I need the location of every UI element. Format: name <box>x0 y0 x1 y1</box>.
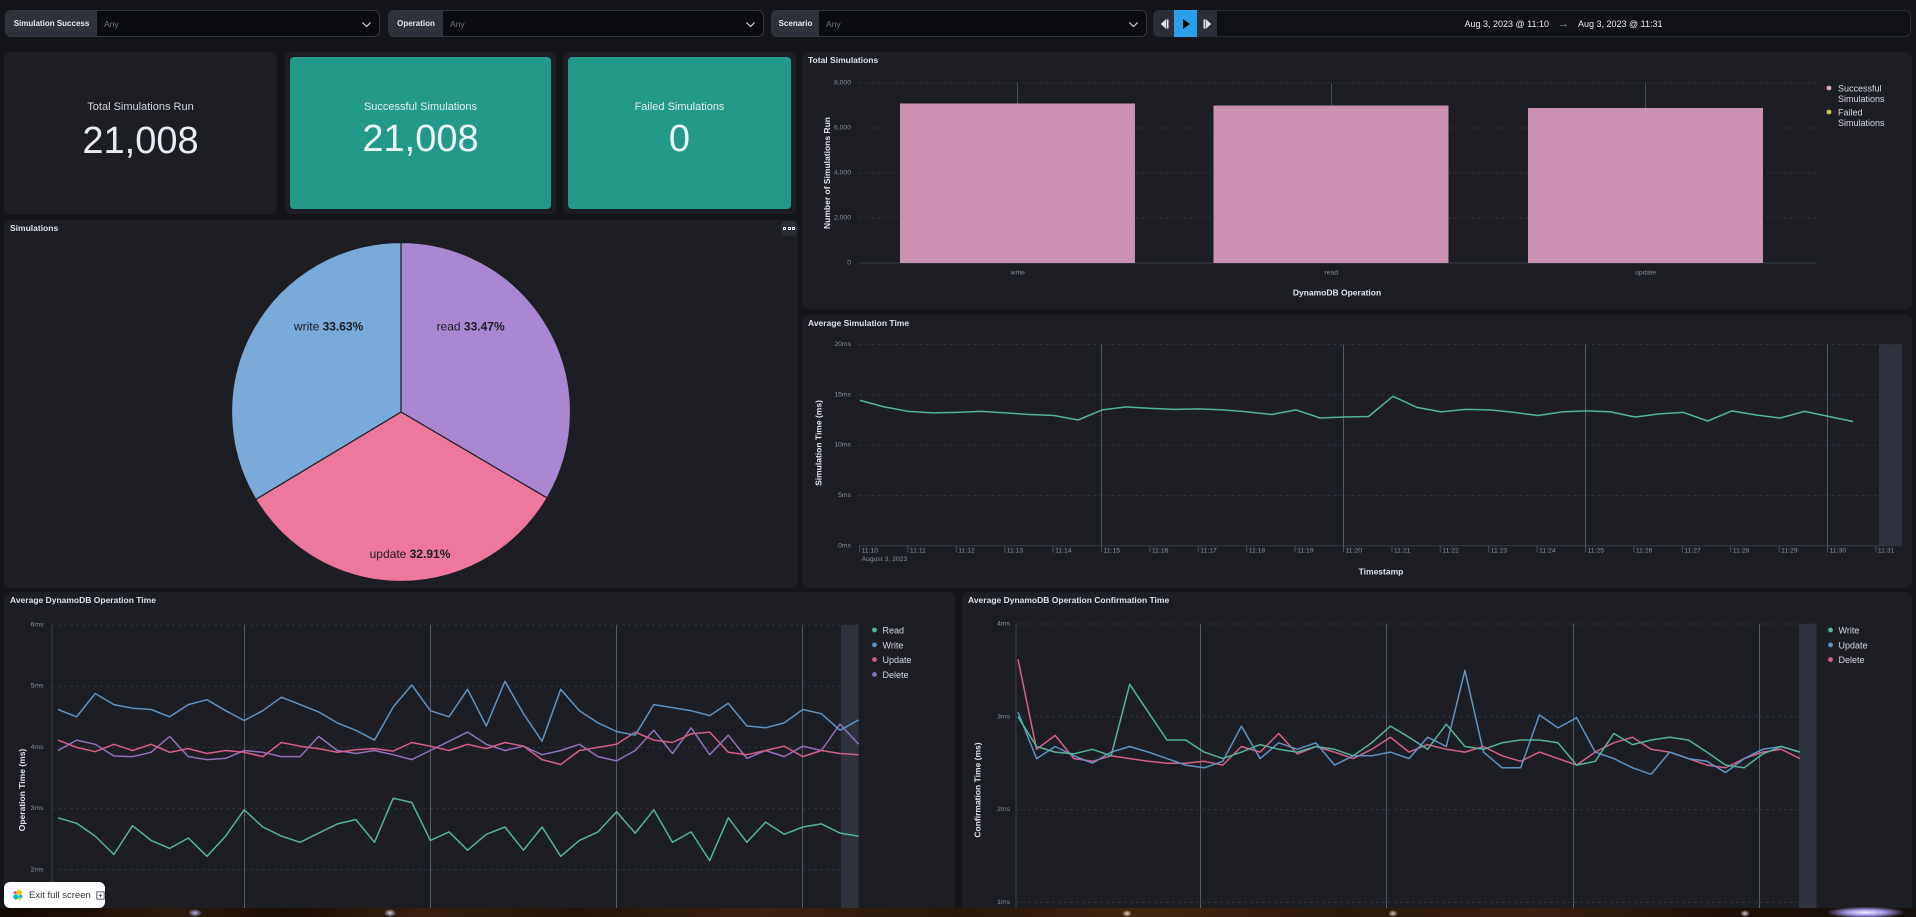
svg-text:11:26: 11:26 <box>1636 548 1653 555</box>
svg-text:Write: Write <box>1839 626 1860 636</box>
svg-text:11:25: 11:25 <box>1588 548 1605 555</box>
svg-text:Read: Read <box>883 626 905 636</box>
svg-text:10ms: 10ms <box>834 442 851 449</box>
svg-text:11:17: 11:17 <box>1200 548 1217 555</box>
svg-text:1ms: 1ms <box>997 899 1010 906</box>
svg-text:11:12: 11:12 <box>958 548 975 555</box>
svg-text:11:15: 11:15 <box>1104 548 1121 555</box>
svg-text:Delete: Delete <box>883 670 909 680</box>
svg-text:11:14: 11:14 <box>1055 548 1072 555</box>
svg-text:August 3, 2023: August 3, 2023 <box>862 556 908 563</box>
svg-text:write: write <box>1010 270 1026 277</box>
svg-text:2,000: 2,000 <box>834 215 851 222</box>
svg-text:11:19: 11:19 <box>1297 548 1314 555</box>
svg-text:11:23: 11:23 <box>1491 548 1508 555</box>
svg-text:Timestamp: Timestamp <box>1359 567 1404 577</box>
svg-text:11:28: 11:28 <box>1733 548 1750 555</box>
svg-text:5ms: 5ms <box>31 683 44 690</box>
svg-text:Write: Write <box>883 640 904 650</box>
svg-text:Simulations: Simulations <box>1838 94 1885 104</box>
svg-text:11:22: 11:22 <box>1442 548 1459 555</box>
svg-text:read 33.47%: read 33.47% <box>437 320 505 334</box>
svg-text:4ms: 4ms <box>997 621 1010 628</box>
svg-text:3ms: 3ms <box>31 805 44 812</box>
svg-text:11:13: 11:13 <box>1007 548 1024 555</box>
svg-text:read: read <box>1324 270 1338 277</box>
svg-text:11:24: 11:24 <box>1539 548 1556 555</box>
svg-text:2ms: 2ms <box>31 866 44 873</box>
svg-text:4ms: 4ms <box>31 744 44 751</box>
svg-text:write 33.63%: write 33.63% <box>293 320 364 334</box>
svg-text:20ms: 20ms <box>834 341 851 348</box>
svg-text:0ms: 0ms <box>838 542 851 549</box>
svg-text:Update: Update <box>883 655 912 665</box>
svg-text:Operation Time (ms): Operation Time (ms) <box>17 749 27 832</box>
svg-text:11:16: 11:16 <box>1152 548 1169 555</box>
svg-text:11:18: 11:18 <box>1249 548 1266 555</box>
svg-text:4,000: 4,000 <box>834 170 851 177</box>
svg-text:11:29: 11:29 <box>1781 548 1798 555</box>
svg-text:update 32.91%: update 32.91% <box>370 547 451 561</box>
svg-text:Simulations: Simulations <box>1838 118 1885 128</box>
svg-text:Simulation Time (ms): Simulation Time (ms) <box>814 400 824 486</box>
svg-text:0: 0 <box>847 260 851 267</box>
svg-text:15ms: 15ms <box>834 391 851 398</box>
svg-text:11:11: 11:11 <box>910 548 926 555</box>
svg-text:11:21: 11:21 <box>1394 548 1411 555</box>
svg-text:Failed: Failed <box>1838 108 1863 118</box>
svg-text:Number of Simulations Run: Number of Simulations Run <box>822 117 832 229</box>
svg-text:Confirmation Time (ms): Confirmation Time (ms) <box>973 742 983 837</box>
svg-text:11:20: 11:20 <box>1346 548 1363 555</box>
svg-text:DynamoDB Operation: DynamoDB Operation <box>1293 288 1381 298</box>
svg-text:6ms: 6ms <box>31 622 44 629</box>
svg-text:11:27: 11:27 <box>1684 548 1701 555</box>
svg-text:Successful: Successful <box>1838 84 1882 94</box>
svg-text:11:10: 11:10 <box>862 548 879 555</box>
svg-text:11:30: 11:30 <box>1830 548 1847 555</box>
svg-text:2ms: 2ms <box>997 806 1010 813</box>
svg-text:Update: Update <box>1839 640 1868 650</box>
svg-text:update: update <box>1635 270 1656 277</box>
svg-text:11:31: 11:31 <box>1878 548 1895 555</box>
svg-text:5ms: 5ms <box>838 492 851 499</box>
svg-text:Delete: Delete <box>1839 655 1865 665</box>
svg-text:3ms: 3ms <box>997 713 1010 720</box>
svg-text:8,000: 8,000 <box>834 80 851 87</box>
svg-text:6,000: 6,000 <box>834 125 851 132</box>
